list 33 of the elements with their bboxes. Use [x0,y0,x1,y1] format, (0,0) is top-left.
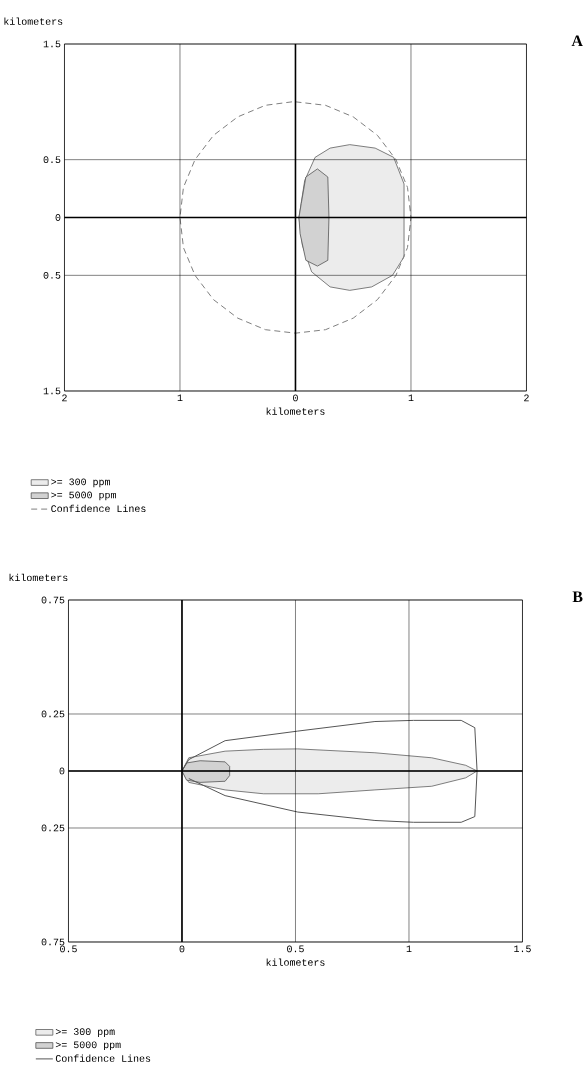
legend-label: Confidence Lines [51,504,146,513]
y-axis-title: kilometers [4,17,63,25]
x-tick-label: 1.5 [513,945,531,953]
x-tick-label: 1 [408,394,414,402]
x-tick-label: 1 [406,945,412,953]
x-tick-label: 0 [292,394,298,402]
y-tick-label: 0.25 [41,710,65,718]
x-tick-label: 2 [523,394,529,402]
text: B [572,591,583,602]
legend-label: >= 5000 ppm [51,491,116,501]
y-tick-label: 0.5 [43,156,61,164]
x-axis-title: kilometers [266,407,325,415]
y-tick-label: 1.5 [43,387,61,395]
y-tick-label: 0.75 [41,938,65,946]
y-axis-title: kilometers [9,573,68,582]
y-tick-label: 1.5 [43,40,61,48]
x-tick-label: 0 [179,945,185,953]
x-axis-title: kilometers [266,958,325,966]
line-series [181,719,478,823]
y-tick-label: 0 [59,767,65,775]
legend-label: Confidence Lines [55,1054,150,1062]
line-series [179,101,412,334]
legend-label: >= 300 ppm [51,478,110,488]
x-tick-label: 2 [61,394,67,402]
legend-label: >= 5000 ppm [55,1041,121,1051]
y-tick-label: 0.75 [41,596,65,604]
text: A [571,35,583,47]
y-tick-label: 0.25 [41,824,65,832]
y-tick-label: 0.5 [43,271,61,279]
legend-label: >= 300 ppm [55,1028,115,1037]
x-tick-label: 0.5 [286,945,304,953]
y-tick-label: 0 [55,214,61,221]
x-tick-label: 1 [177,394,183,402]
